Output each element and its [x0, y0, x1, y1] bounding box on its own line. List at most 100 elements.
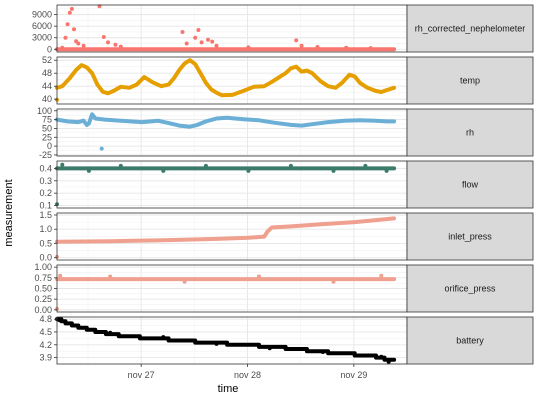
facet-strip	[406, 264, 534, 313]
series-band-inlet_press	[55, 216, 397, 244]
y-tick-label: 0.1	[39, 201, 52, 211]
y-tick-label: 9000	[32, 10, 52, 20]
y-tick-label: 1.5	[39, 210, 52, 220]
y-tick-label: 4.5	[39, 327, 52, 337]
panel-background	[57, 57, 407, 104]
data-point	[65, 22, 70, 27]
x-tick-label: nov 29	[340, 370, 367, 380]
data-point	[206, 37, 210, 42]
y-tick-label: 1.00	[34, 262, 52, 272]
data-point	[86, 168, 91, 173]
y-tick-label: 40	[42, 94, 52, 104]
data-point	[363, 163, 368, 168]
series-band-battery	[55, 317, 397, 362]
panel-background	[57, 109, 407, 156]
data-point	[331, 279, 336, 284]
facet-strip	[406, 316, 534, 365]
data-point	[344, 45, 349, 50]
data-point	[180, 30, 185, 34]
facet-strip-label: rh_corrected_nephelometer	[415, 24, 526, 34]
data-point	[196, 28, 201, 32]
facet-strip-label: temp	[460, 76, 480, 86]
data-point	[267, 346, 272, 351]
data-point	[101, 35, 106, 39]
y-tick-label: 0.00	[34, 305, 52, 315]
y-tick-label: 48	[42, 68, 52, 78]
y-axis-title: measurement	[3, 179, 15, 246]
facet-strip	[406, 212, 534, 261]
y-tick-label: 75	[42, 115, 52, 125]
x-tick-label: nov 27	[128, 370, 155, 380]
data-point	[368, 46, 373, 51]
y-tick-label: 6000	[32, 21, 52, 31]
data-point	[72, 27, 76, 32]
y-tick-label: 3000	[32, 33, 52, 43]
data-point	[315, 45, 320, 49]
data-point	[67, 10, 72, 15]
data-point	[184, 41, 189, 46]
y-tick-label: 50	[42, 123, 52, 133]
x-tick-label: nov 28	[234, 370, 261, 380]
data-point	[113, 42, 118, 47]
facet-panel-battery: 3.9 4.2 4.5 4.8 battery	[39, 314, 534, 365]
facet-panel-temp: 40 44 48 52 temp	[42, 55, 534, 105]
facet-strip-label: inlet_press	[448, 232, 492, 242]
facet-strip-label: rh	[466, 128, 474, 138]
y-tick-label: 0.0	[39, 253, 52, 263]
facet-strip	[406, 108, 534, 157]
facet-strip-label: orifice_press	[444, 284, 496, 294]
facet-strip-label: flow	[462, 180, 479, 190]
y-tick-label: 0.5	[39, 238, 52, 248]
facet-strip	[406, 4, 534, 53]
data-point	[63, 35, 68, 40]
panel-background	[57, 317, 407, 364]
data-point	[294, 38, 299, 43]
data-point	[108, 274, 113, 279]
y-tick-label: 0.3	[39, 176, 52, 186]
x-axis-title: time	[218, 383, 239, 395]
data-point	[58, 273, 63, 278]
data-point	[69, 6, 74, 11]
y-tick-label: 44	[42, 81, 52, 91]
y-tick-label: 3.9	[39, 353, 52, 363]
series-band-rh	[55, 112, 397, 129]
facet-strip-label: battery	[456, 336, 484, 346]
data-point	[118, 44, 123, 49]
data-point	[320, 350, 325, 354]
y-tick-label: 52	[42, 55, 52, 65]
data-point	[182, 279, 187, 284]
y-tick-label: 100	[37, 106, 52, 116]
data-point	[214, 341, 219, 346]
facet-strip	[406, 160, 534, 209]
series-band-temp	[55, 58, 397, 98]
data-point	[288, 163, 293, 168]
facet-strip	[406, 56, 534, 105]
data-point	[299, 43, 304, 48]
data-point	[214, 43, 219, 48]
y-tick-label: -25	[39, 150, 52, 160]
data-point	[331, 168, 336, 173]
data-point	[60, 45, 65, 50]
data-point	[60, 162, 65, 167]
y-tick-label: 0.4	[39, 163, 52, 173]
y-tick-label: 0	[47, 141, 52, 151]
data-point	[193, 35, 198, 40]
y-tick-label: 25	[42, 132, 52, 142]
data-point	[99, 146, 104, 151]
data-point	[203, 163, 208, 168]
data-point	[246, 45, 251, 50]
y-tick-label: 0	[47, 44, 52, 54]
data-point	[76, 41, 81, 46]
data-point	[257, 274, 261, 279]
y-tick-label: 1.0	[39, 224, 52, 234]
facet-panel-inlet_press: 0.0 0.5 1.0 1.5 inlet_press	[39, 210, 534, 263]
data-point	[118, 163, 123, 168]
data-point	[379, 273, 384, 278]
facet-panels: 0300060009000rh_corrected_nephelometer40…	[32, 4, 534, 365]
data-point	[386, 359, 391, 364]
data-point	[210, 39, 215, 44]
y-tick-label: 0.50	[34, 284, 52, 294]
y-tick-label: 0.75	[34, 273, 52, 283]
